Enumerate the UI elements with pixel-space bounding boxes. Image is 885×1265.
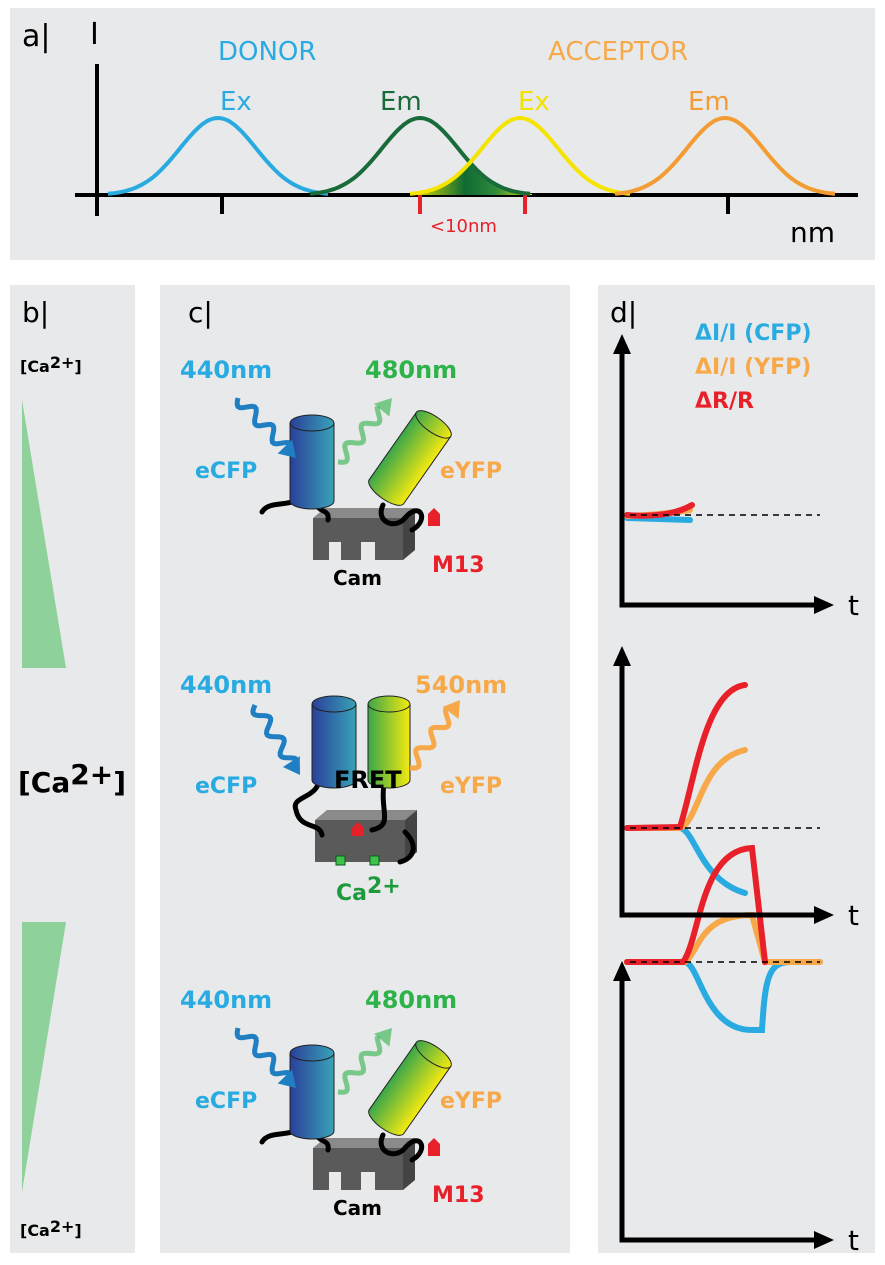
acceptor-em: Em [688, 87, 730, 117]
text-part: ] [74, 357, 81, 376]
donor-label: eCFP [195, 459, 257, 484]
donor-label: eCFP [195, 774, 257, 799]
panel-d-bg [598, 285, 875, 1253]
cylinder-top [290, 415, 334, 431]
acceptor-label: eYFP [440, 774, 502, 799]
donor-label: eCFP [195, 1089, 257, 1114]
legend-ratio: ΔR/R [695, 389, 754, 414]
text-part: ] [113, 766, 126, 799]
acceptor-label: eYFP [440, 459, 502, 484]
panel-label: c| [188, 296, 213, 329]
excitation-label: 440nm [180, 671, 272, 699]
superscript: 2+ [70, 758, 113, 791]
superscript: 2+ [50, 353, 75, 372]
acceptor-ex: Ex [518, 87, 550, 117]
emission-label: 480nm [365, 986, 457, 1014]
donor-ex: Ex [220, 87, 252, 117]
text-part: [Ca [20, 357, 50, 376]
x-axis-label: nm [790, 216, 835, 249]
fret-label: FRET [334, 766, 402, 794]
text-part: Ca [336, 881, 367, 906]
text-part: [Ca [18, 766, 70, 799]
y-axis-label: I [90, 17, 99, 52]
page: a| I DONOR Ex Em ACCEPTOR Ex Em <10nm nm… [0, 0, 885, 1261]
peptide-label: M13 [432, 1183, 485, 1208]
peptide-label: M13 [432, 553, 485, 578]
panel-label: a| [22, 19, 51, 54]
superscript: 2+ [367, 874, 401, 899]
distance-label: <10nm [430, 216, 497, 237]
excitation-label: 440nm [180, 986, 272, 1014]
calmodulin-label: Cam [333, 1196, 382, 1220]
text-part: [Ca [20, 1221, 50, 1240]
emission-label: 540nm [415, 671, 507, 699]
figure: a| I DONOR Ex Em ACCEPTOR Ex Em <10nm nm… [0, 0, 885, 1261]
time-label: t [848, 1224, 859, 1257]
superscript: 2+ [50, 1217, 75, 1236]
calcium-ion [336, 856, 345, 865]
cylinder-body [290, 1053, 334, 1139]
donor-em: Em [380, 87, 422, 117]
panel-label: b| [22, 296, 49, 329]
time-label: t [848, 589, 859, 622]
emission-label: 480nm [365, 356, 457, 384]
acceptor-label: eYFP [440, 1089, 502, 1114]
calmodulin-top [315, 810, 417, 820]
acceptor-label: ACCEPTOR [548, 37, 688, 67]
cylinder-top [290, 1045, 334, 1061]
calmodulin-label: Cam [333, 566, 382, 590]
donor-label: DONOR [218, 37, 316, 67]
cylinder-top [368, 696, 410, 712]
fluorophore [290, 1045, 334, 1139]
excitation-label: 440nm [180, 356, 272, 384]
cylinder-body [290, 423, 334, 509]
calcium-ion [370, 856, 379, 865]
panel-label: d| [610, 296, 637, 329]
fluorophore [290, 415, 334, 509]
legend-yfp: ΔI/I (YFP) [695, 355, 811, 380]
time-label: t [848, 899, 859, 932]
legend-cfp: ΔI/I (CFP) [695, 321, 812, 346]
cylinder-top [312, 696, 356, 712]
text-part: ] [74, 1221, 81, 1240]
